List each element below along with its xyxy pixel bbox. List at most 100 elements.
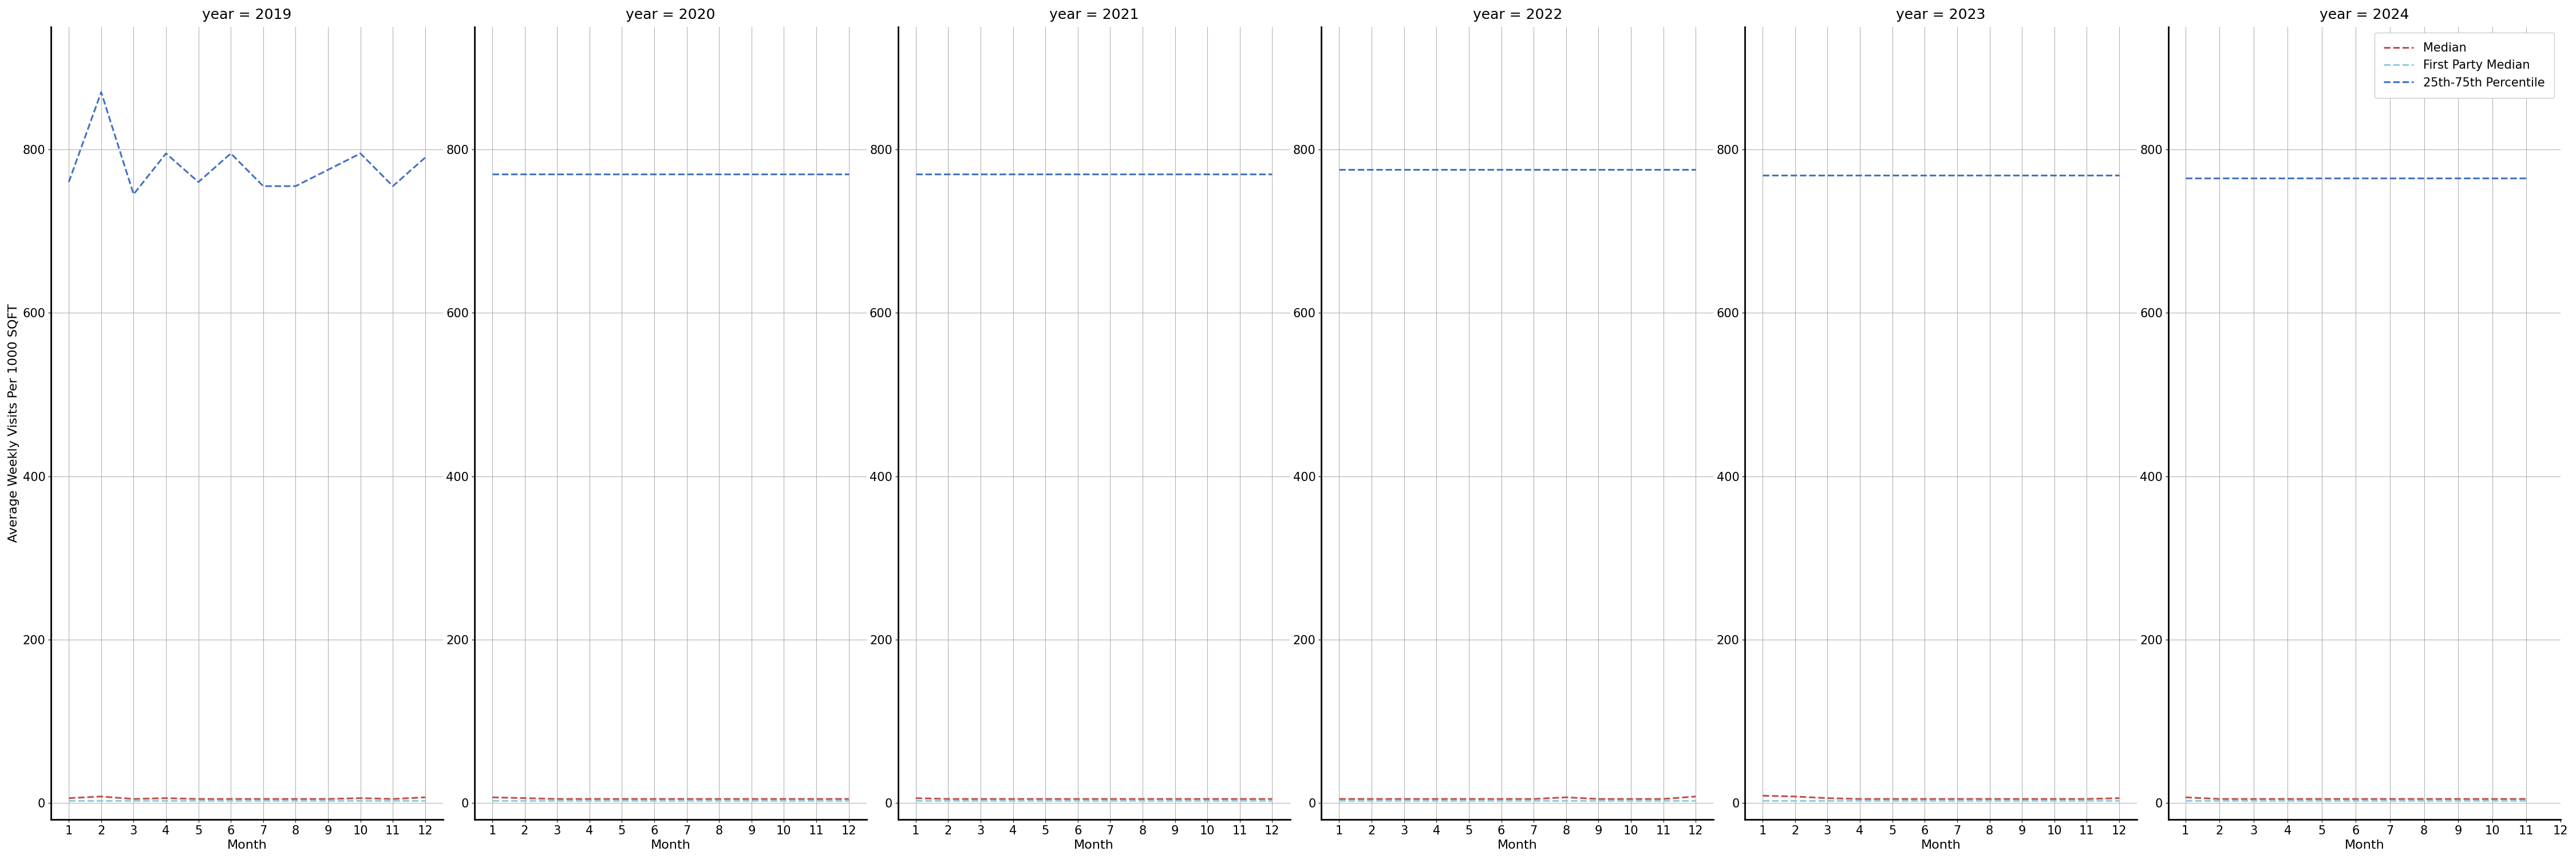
25th-75th Percentile: [899, 168, 930, 179]
Median: [1649, 794, 1680, 804]
First Party Median: [703, 795, 734, 806]
First Party Median: [1680, 795, 1710, 806]
First Party Median: [510, 795, 541, 806]
Median: [966, 794, 997, 804]
25th-75th Percentile: [1551, 165, 1582, 175]
Median: [1193, 794, 1224, 804]
First Party Median: [379, 795, 410, 806]
25th-75th Percentile: [2442, 173, 2473, 183]
First Party Median: [1061, 795, 1092, 806]
Line: Median: Median: [1762, 795, 2120, 799]
Median: [1942, 794, 1973, 804]
First Party Median: [1453, 795, 1484, 806]
25th-75th Percentile: [605, 168, 636, 179]
Line: Median: Median: [1340, 796, 1695, 799]
Median: [1388, 794, 1419, 804]
25th-75th Percentile: [2342, 173, 2372, 183]
First Party Median: [1388, 795, 1419, 806]
Median: [574, 794, 605, 804]
Median: [410, 792, 440, 802]
First Party Median: [2071, 795, 2102, 806]
25th-75th Percentile: [1422, 165, 1453, 175]
Median: [1551, 792, 1582, 802]
25th-75th Percentile: [510, 168, 541, 179]
Median: [1030, 794, 1061, 804]
25th-75th Percentile: [639, 168, 670, 179]
First Party Median: [1095, 795, 1126, 806]
First Party Median: [1159, 795, 1190, 806]
First Party Median: [2239, 795, 2269, 806]
X-axis label: Month: Month: [1922, 839, 1960, 851]
Median: [1615, 794, 1646, 804]
25th-75th Percentile: [1780, 170, 1811, 180]
Median: [2071, 794, 2102, 804]
First Party Median: [2512, 795, 2543, 806]
First Party Median: [345, 795, 376, 806]
First Party Median: [281, 795, 312, 806]
First Party Median: [2205, 795, 2236, 806]
First Party Median: [2442, 795, 2473, 806]
Median: [703, 794, 734, 804]
First Party Median: [85, 795, 116, 806]
First Party Median: [997, 795, 1028, 806]
Median: [1811, 793, 1842, 803]
Median: [2239, 794, 2269, 804]
25th-75th Percentile: [1517, 165, 1548, 175]
25th-75th Percentile: [2007, 170, 2038, 180]
Median: [510, 793, 541, 803]
Line: Median: Median: [70, 796, 425, 799]
25th-75th Percentile: [149, 149, 180, 159]
Line: Median: Median: [2184, 797, 2527, 799]
25th-75th Percentile: [1061, 168, 1092, 179]
First Party Median: [1909, 795, 1940, 806]
25th-75th Percentile: [216, 149, 247, 159]
25th-75th Percentile: [703, 168, 734, 179]
First Party Median: [2342, 795, 2372, 806]
25th-75th Percentile: [966, 168, 997, 179]
First Party Median: [1324, 795, 1355, 806]
Median: [1584, 794, 1615, 804]
25th-75th Percentile: [1388, 165, 1419, 175]
Median: [737, 794, 768, 804]
First Party Median: [247, 795, 278, 806]
25th-75th Percentile: [1680, 165, 1710, 175]
First Party Median: [1355, 795, 1386, 806]
First Party Median: [1486, 795, 1517, 806]
Median: [1747, 790, 1777, 801]
Median: [997, 794, 1028, 804]
Median: [899, 793, 930, 803]
First Party Median: [1615, 795, 1646, 806]
First Party Median: [2038, 795, 2069, 806]
Median: [605, 794, 636, 804]
X-axis label: Month: Month: [1074, 839, 1113, 851]
First Party Median: [2476, 795, 2506, 806]
Median: [1878, 794, 1909, 804]
First Party Median: [1649, 795, 1680, 806]
First Party Median: [1844, 795, 1875, 806]
25th-75th Percentile: [2038, 170, 2069, 180]
Median: [1680, 791, 1710, 801]
Median: [2375, 794, 2406, 804]
Median: [768, 794, 799, 804]
Median: [1909, 794, 1940, 804]
25th-75th Percentile: [1844, 170, 1875, 180]
25th-75th Percentile: [1486, 165, 1517, 175]
First Party Median: [1422, 795, 1453, 806]
Median: [118, 794, 149, 804]
First Party Median: [1128, 795, 1159, 806]
25th-75th Percentile: [281, 181, 312, 192]
25th-75th Percentile: [1257, 168, 1288, 179]
X-axis label: Month: Month: [652, 839, 690, 851]
First Party Median: [54, 795, 85, 806]
X-axis label: Month: Month: [1497, 839, 1538, 851]
25th-75th Percentile: [1324, 165, 1355, 175]
Median: [1486, 794, 1517, 804]
First Party Median: [1878, 795, 1909, 806]
25th-75th Percentile: [345, 149, 376, 159]
25th-75th Percentile: [574, 168, 605, 179]
First Party Median: [1224, 795, 1255, 806]
Median: [2272, 794, 2303, 804]
Median: [2169, 792, 2200, 802]
25th-75th Percentile: [1909, 170, 1940, 180]
First Party Median: [1942, 795, 1973, 806]
